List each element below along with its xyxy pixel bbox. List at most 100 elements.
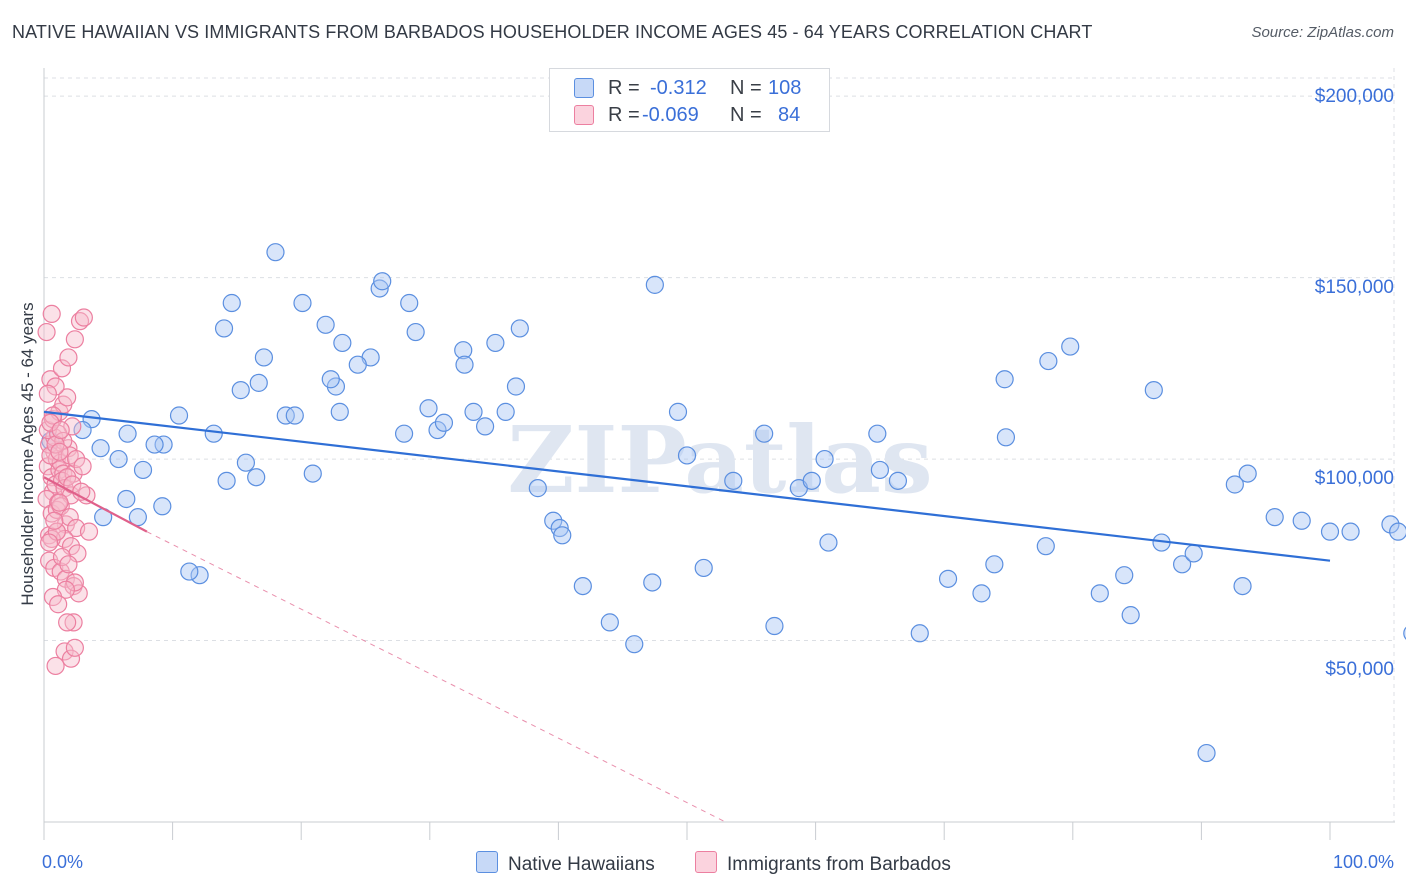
data-point-native-hawaiian [486, 333, 505, 353]
legend-n-value: 108 [768, 77, 802, 99]
y-axis-label: Householder Income Ages 45 - 64 years [18, 302, 37, 606]
data-point-native-hawaiian [1403, 626, 1406, 640]
data-point-native-hawaiian [1233, 576, 1252, 596]
data-point-native-hawaiian [321, 370, 340, 389]
data-point-native-hawaiian [819, 533, 838, 552]
data-point-native-hawaiian [870, 460, 890, 480]
data-point-native-hawaiian [544, 511, 563, 530]
data-point-native-hawaiian [1144, 381, 1163, 400]
bottom-legend-label: Native Hawaiians [508, 854, 655, 875]
data-point-native-hawaiian [231, 381, 250, 400]
data-point-barbados [65, 330, 84, 349]
data-point-barbados [37, 322, 56, 342]
data-point-native-hawaiian [266, 243, 285, 262]
correlation-legend: R = -0.312 N = 108 R = -0.069 N = 84 [549, 68, 830, 132]
data-point-barbados [51, 420, 70, 440]
data-point-native-hawaiian [600, 613, 619, 632]
data-point-native-hawaiian [868, 424, 887, 443]
data-point-native-hawaiian [370, 279, 389, 298]
data-point-native-hawaiian [1225, 475, 1244, 494]
data-point-barbados [52, 359, 72, 378]
data-point-barbados [45, 511, 64, 530]
data-point-barbados [46, 377, 65, 396]
data-point-native-hawaiian [1121, 606, 1140, 625]
data-point-native-hawaiian [169, 406, 189, 425]
data-point-barbados [56, 569, 75, 588]
data-point-native-hawaiian [73, 420, 92, 440]
data-point-native-hawaiian [724, 471, 743, 490]
data-point-barbados [79, 522, 99, 541]
data-point-native-hawaiian [1061, 337, 1080, 356]
source-label: Source: ZipAtlas.com [1251, 24, 1394, 41]
y-tick-label-200000: $200,000 [1314, 86, 1394, 107]
x-tick-label-start: 0.0% [42, 852, 84, 872]
data-point-native-hawaiian [145, 435, 164, 454]
data-point-native-hawaiian [496, 402, 515, 421]
bottom-legend-barbados: Immigrants from Barbados [695, 851, 951, 877]
legend-r-label: R = [608, 77, 640, 99]
data-point-barbados [49, 595, 68, 614]
data-point-barbados [58, 388, 77, 407]
data-point-barbados [59, 555, 78, 574]
data-point-native-hawaiian [815, 449, 834, 469]
data-point-native-hawaiian [677, 446, 697, 465]
trend-line-native-hawaiian [43, 410, 1331, 562]
trend-line-extension-barbados [146, 531, 726, 823]
data-point-native-hawaiian [222, 293, 241, 313]
legend-swatch-pink [574, 105, 594, 125]
data-point-native-hawaiian [888, 471, 908, 490]
data-point-barbados [65, 638, 84, 657]
legend-swatch-blue [574, 78, 594, 98]
data-point-native-hawaiian [1292, 511, 1311, 530]
data-point-native-hawaiian [394, 424, 414, 443]
data-point-native-hawaiian [1197, 743, 1216, 763]
legend-row-barbados: R = -0.069 N = 84 [550, 101, 829, 127]
data-point-native-hawaiian [1341, 522, 1360, 541]
data-point-native-hawaiian [464, 402, 483, 421]
data-point-barbados [52, 547, 72, 567]
trend-line-barbados [43, 476, 148, 533]
data-point-native-hawaiian [204, 424, 223, 443]
data-point-native-hawaiian [475, 417, 495, 436]
legend-n-label: N = [730, 77, 762, 99]
data-point-native-hawaiian [428, 420, 447, 440]
data-point-native-hawaiian [316, 315, 335, 334]
data-point-barbados [55, 642, 74, 661]
data-point-barbados [73, 457, 92, 476]
data-point-native-hawaiian [118, 424, 137, 443]
bottom-legend-native-hawaiians: Native Hawaiians [476, 851, 655, 877]
data-point-barbados [41, 446, 60, 465]
data-point-native-hawaiian [528, 479, 547, 498]
data-point-native-hawaiian [910, 624, 929, 643]
data-point-native-hawaiian [454, 341, 473, 360]
data-point-barbados [55, 529, 74, 549]
data-point-barbados [50, 442, 69, 461]
data-point-native-hawaiian [117, 489, 136, 509]
data-point-native-hawaiian [938, 569, 958, 588]
data-point-native-hawaiian [247, 468, 266, 487]
data-point-native-hawaiian [755, 424, 774, 443]
data-point-native-hawaiian [1036, 537, 1055, 556]
data-point-native-hawaiian [1381, 515, 1400, 534]
bottom-legend-swatch-blue [476, 851, 498, 873]
data-point-native-hawaiian [330, 402, 349, 421]
data-point-native-hawaiian [348, 355, 367, 374]
data-point-barbados [67, 449, 86, 469]
data-point-barbados [60, 508, 79, 527]
data-point-native-hawaiian [972, 584, 991, 603]
data-point-native-hawaiian [996, 428, 1016, 447]
legend-r-value: -0.312 [650, 77, 707, 99]
chart-title: NATIVE HAWAIIAN VS IMMIGRANTS FROM BARBA… [12, 22, 1093, 42]
data-point-native-hawaiian [128, 508, 147, 527]
data-point-native-hawaiian [995, 370, 1014, 389]
y-tick-label-100000: $100,000 [1314, 468, 1394, 489]
legend-r-label: R = [608, 104, 640, 126]
data-point-native-hawaiian [153, 497, 172, 516]
data-point-barbados [40, 533, 59, 552]
data-point-native-hawaiian [455, 355, 474, 374]
data-point-native-hawaiian [573, 576, 592, 596]
data-point-native-hawaiian [645, 275, 664, 294]
data-point-native-hawaiian [765, 616, 784, 636]
data-point-barbados [64, 613, 83, 632]
data-point-native-hawaiian [214, 319, 234, 338]
